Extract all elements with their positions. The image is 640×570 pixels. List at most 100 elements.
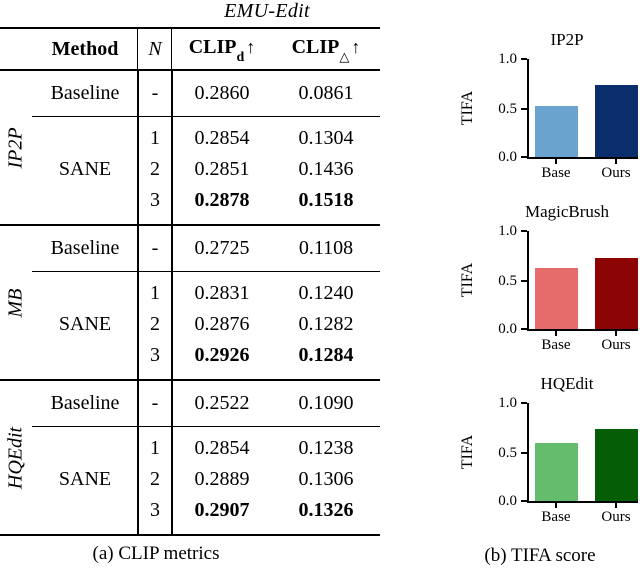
cell-method: Baseline bbox=[50, 237, 120, 259]
y-axis-label-text: TIFA bbox=[459, 262, 476, 298]
cell-method: Baseline bbox=[50, 392, 120, 414]
y-tick bbox=[521, 230, 527, 232]
cell-clip-delta: 0.1436 bbox=[298, 158, 354, 180]
y-tick bbox=[521, 328, 527, 330]
cell-n: 2 bbox=[150, 313, 160, 335]
chart-title: HQEdit bbox=[540, 374, 594, 393]
y-tick-label: 0.0 bbox=[498, 149, 517, 165]
baseline-row: Baseline - 0.2522 0.1090 bbox=[32, 381, 380, 427]
cell-clip-d: 0.2860 bbox=[194, 82, 250, 104]
plot-area: TIFA 1.0 0.5 0.0 bbox=[459, 223, 638, 337]
rotated-label-hqedit: HQEdit bbox=[4, 426, 27, 489]
group-body: Baseline - 0.2860 0.0861 SANE 1 0.2854 0… bbox=[32, 71, 380, 224]
x-tick bbox=[555, 159, 557, 164]
x-tick-label-base: Base bbox=[541, 165, 571, 181]
column-divider bbox=[171, 226, 173, 379]
cell-clip-delta-best: 0.1326 bbox=[298, 499, 354, 521]
x-tick bbox=[555, 331, 557, 336]
x-tick-label-base: Base bbox=[541, 337, 571, 353]
header-n: N bbox=[148, 37, 162, 60]
x-tick bbox=[555, 503, 557, 508]
group-ip2p: IP2P Baseline - 0.2860 0.0861 SANE 1 0.2… bbox=[0, 71, 380, 226]
cell-n: 1 bbox=[150, 282, 160, 304]
bar-ours bbox=[595, 258, 638, 329]
bar-base bbox=[535, 443, 578, 501]
x-tick-label-base: Base bbox=[541, 509, 571, 525]
y-tick-label: 0.0 bbox=[498, 321, 517, 337]
column-divider bbox=[171, 29, 173, 69]
cell-clip-delta-best: 0.1518 bbox=[298, 189, 354, 211]
y-axis-label: TIFA bbox=[459, 59, 477, 157]
rotated-label-ip2p: IP2P bbox=[4, 126, 27, 169]
clip-d-subscript: d bbox=[236, 49, 245, 65]
cell-n: - bbox=[151, 392, 159, 414]
column-divider bbox=[137, 381, 139, 534]
y-tick-label: 0.0 bbox=[498, 493, 517, 509]
y-tick bbox=[521, 156, 527, 158]
y-tick-label: 0.5 bbox=[498, 273, 517, 289]
x-tick-label-ours: Ours bbox=[601, 165, 631, 181]
cell-method-sane: SANE bbox=[58, 468, 112, 490]
cell-clip-d: 0.2851 bbox=[194, 158, 250, 180]
table-header-row: Method N CLIPd↑ CLIP△ ↑ bbox=[0, 27, 380, 71]
y-tick bbox=[521, 452, 527, 454]
cell-clip-delta: 0.1090 bbox=[298, 392, 354, 414]
y-axis-label-text: TIFA bbox=[459, 90, 476, 126]
bar-chart-ip2p: IP2P TIFA 1.0 0.5 0.0 Base Ours bbox=[440, 30, 640, 202]
cell-clip-d: 0.2854 bbox=[194, 127, 250, 149]
y-tick bbox=[521, 280, 527, 282]
cell-clip-delta: 0.1108 bbox=[298, 237, 354, 259]
group-hqedit: HQEdit Baseline - 0.2522 0.1090 SANE 1 0… bbox=[0, 381, 380, 536]
header-method: Method bbox=[51, 37, 119, 60]
y-tick-label: 0.5 bbox=[498, 445, 517, 461]
cell-clip-d: 0.2889 bbox=[194, 468, 250, 490]
cell-clip-delta: 0.0861 bbox=[298, 82, 354, 104]
bar-chart-magicbrush: MagicBrush TIFA 1.0 0.5 0.0 Base Ours bbox=[440, 202, 640, 374]
x-tick bbox=[615, 159, 617, 164]
up-arrow-icon: ↑ bbox=[246, 36, 256, 57]
cell-clip-delta-best: 0.1284 bbox=[298, 344, 354, 366]
bar-base bbox=[535, 106, 578, 157]
cell-clip-delta: 0.1282 bbox=[298, 313, 354, 335]
y-tick bbox=[521, 500, 527, 502]
cell-clip-d-best: 0.2878 bbox=[194, 189, 250, 211]
group-label-cell: IP2P bbox=[0, 71, 32, 224]
bar-base bbox=[535, 268, 578, 329]
chart-title: MagicBrush bbox=[524, 202, 610, 221]
cell-method: Baseline bbox=[50, 82, 120, 104]
y-tick-label: 1.0 bbox=[498, 223, 517, 239]
caption-b: (b) TIFA score bbox=[484, 545, 596, 566]
header-clip-d: CLIPd↑ bbox=[172, 36, 272, 65]
sane-rows: SANE 1 0.2854 0.1238 2 0.2889 0.1306 3 0… bbox=[32, 427, 380, 534]
plot-area: TIFA 1.0 0.5 0.0 bbox=[459, 395, 638, 509]
column-divider bbox=[137, 29, 139, 69]
x-tick-label-ours: Ours bbox=[601, 337, 631, 353]
cell-n: 2 bbox=[150, 468, 160, 490]
cell-n: 1 bbox=[150, 437, 160, 459]
bar-chart-hqedit: HQEdit TIFA 1.0 0.5 0.0 Base Ours bbox=[440, 374, 640, 546]
cell-n: - bbox=[151, 82, 159, 104]
plot-area: TIFA 1.0 0.5 0.0 bbox=[459, 51, 638, 165]
sane-rows: SANE 1 0.2831 0.1240 2 0.2876 0.1282 3 0… bbox=[32, 272, 380, 379]
group-body: Baseline - 0.2522 0.1090 SANE 1 0.2854 0… bbox=[32, 381, 380, 534]
group-label-cell: HQEdit bbox=[0, 381, 32, 534]
baseline-row: Baseline - 0.2725 0.1108 bbox=[32, 226, 380, 272]
x-tick bbox=[615, 503, 617, 508]
cell-n: 2 bbox=[150, 158, 160, 180]
caption-a: (a) CLIP metrics bbox=[92, 543, 220, 564]
clip-delta-subscript: △ bbox=[339, 49, 350, 64]
cell-clip-delta: 0.1306 bbox=[298, 468, 354, 490]
cell-clip-delta: 0.1304 bbox=[298, 127, 354, 149]
clip-metrics-table: Method N CLIPd↑ CLIP△ ↑ IP2P Baseline - 0… bbox=[0, 27, 380, 536]
group-label-cell: MB bbox=[0, 226, 32, 379]
up-arrow-icon: ↑ bbox=[351, 37, 361, 57]
cell-n: 3 bbox=[150, 344, 160, 366]
cell-clip-d: 0.2522 bbox=[194, 392, 250, 414]
column-divider bbox=[171, 71, 173, 224]
x-tick bbox=[615, 331, 617, 336]
column-divider bbox=[171, 381, 173, 534]
cell-clip-delta: 0.1238 bbox=[298, 437, 354, 459]
cell-n: 1 bbox=[150, 127, 160, 149]
rotated-label-mb: MB bbox=[4, 288, 27, 317]
cell-clip-d: 0.2854 bbox=[194, 437, 250, 459]
